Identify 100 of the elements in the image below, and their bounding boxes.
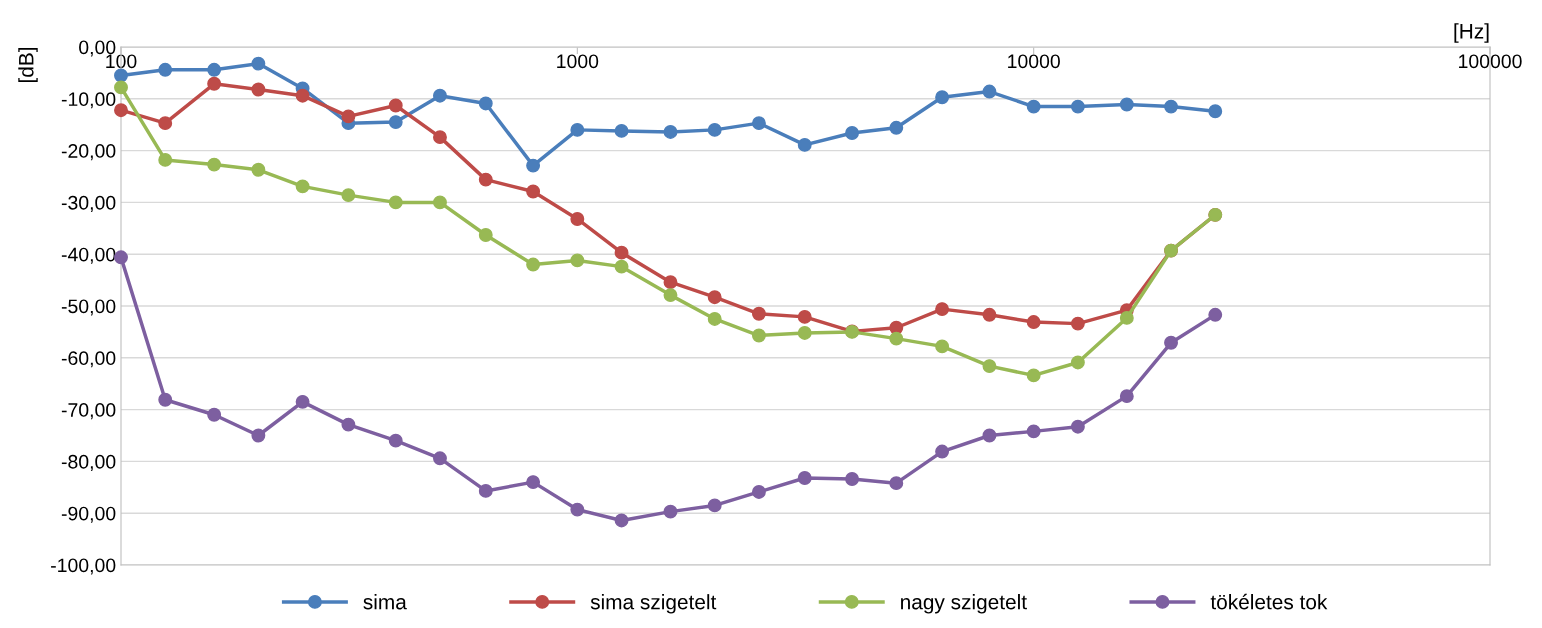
y-tick-label: -70,00 — [61, 403, 116, 420]
y-axis-title: [dB] — [18, 47, 38, 83]
point — [251, 82, 266, 97]
point — [845, 126, 860, 140]
point — [388, 195, 403, 210]
point — [1026, 424, 1041, 439]
point — [526, 184, 541, 199]
point — [982, 307, 997, 322]
point — [1119, 310, 1134, 325]
point — [797, 309, 812, 324]
point — [663, 125, 678, 139]
point — [1070, 316, 1085, 331]
point — [1026, 315, 1041, 330]
point — [707, 290, 722, 305]
point — [1208, 307, 1223, 322]
point — [388, 433, 403, 448]
legend-label: sima — [363, 594, 407, 610]
point — [570, 253, 585, 268]
point — [797, 137, 812, 152]
x-tick-label: 1000 — [557, 54, 599, 69]
x-tick-label: 10000 — [1008, 54, 1060, 69]
point — [295, 88, 310, 103]
point — [751, 328, 766, 343]
point — [341, 417, 356, 432]
y-tick-label: -60,00 — [61, 351, 116, 368]
y-tick-label: -40,00 — [61, 247, 116, 264]
point — [935, 302, 950, 317]
point — [1026, 99, 1041, 114]
point — [341, 188, 356, 203]
y-tick-label: -100,00 — [51, 558, 116, 575]
point — [1119, 97, 1134, 112]
point — [935, 90, 950, 105]
point — [982, 359, 997, 374]
point — [388, 115, 403, 130]
point — [341, 109, 356, 124]
point — [158, 116, 173, 131]
point — [478, 172, 493, 187]
point — [158, 62, 173, 77]
point — [295, 394, 310, 409]
point — [614, 259, 629, 274]
point — [570, 502, 585, 517]
point — [935, 444, 950, 459]
legend-label: nagy szigetelt — [901, 594, 1027, 614]
point — [114, 103, 128, 118]
point — [251, 428, 266, 443]
point — [889, 331, 904, 346]
point — [433, 88, 447, 103]
point — [1026, 368, 1041, 383]
legend-label: sima szigetelt — [590, 594, 717, 614]
point — [663, 288, 678, 303]
point — [478, 483, 493, 498]
point — [114, 80, 128, 95]
point — [1119, 389, 1134, 404]
point — [663, 275, 678, 290]
point — [707, 498, 722, 513]
point — [982, 428, 997, 443]
point — [114, 68, 128, 83]
y-tick-label: -80,00 — [61, 454, 116, 471]
point — [478, 96, 493, 111]
point — [478, 228, 493, 242]
point — [158, 392, 173, 407]
point — [570, 212, 585, 226]
y-tick-label: -20,00 — [61, 144, 116, 161]
point — [526, 257, 541, 272]
y-tick-label: -10,00 — [61, 92, 116, 109]
point — [1070, 99, 1085, 114]
point — [526, 475, 541, 490]
point — [614, 123, 629, 138]
point — [433, 451, 447, 466]
point — [295, 179, 310, 194]
y-tick-label: -90,00 — [61, 506, 116, 523]
x-tick-label: 100000 — [1459, 54, 1522, 69]
point — [707, 122, 722, 137]
point — [751, 485, 766, 499]
point — [251, 162, 266, 177]
point — [935, 339, 950, 354]
point — [889, 120, 904, 135]
point — [388, 98, 403, 113]
point — [614, 513, 629, 528]
point — [570, 122, 585, 137]
point — [158, 152, 173, 167]
point — [1164, 335, 1178, 350]
x-axis-title: [Hz] — [1454, 23, 1489, 43]
point — [433, 195, 447, 210]
point — [751, 306, 766, 321]
point — [707, 312, 722, 326]
point — [982, 84, 997, 99]
point — [889, 476, 904, 491]
y-tick-label: -30,00 — [61, 195, 116, 212]
y-tick-label: -50,00 — [61, 299, 116, 316]
point — [1164, 99, 1178, 114]
point — [1070, 355, 1085, 370]
point — [614, 245, 629, 260]
point — [797, 471, 812, 485]
point — [251, 56, 266, 71]
legend-label: tökéletes tok — [1210, 593, 1328, 610]
point — [433, 130, 447, 145]
point — [1208, 104, 1223, 119]
point — [1070, 419, 1085, 434]
point — [751, 116, 766, 131]
